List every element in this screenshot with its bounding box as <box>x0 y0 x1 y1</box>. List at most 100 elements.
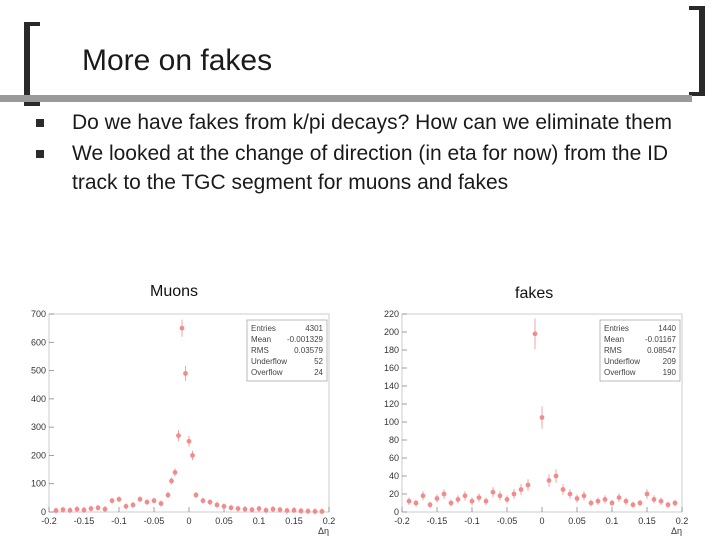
data-point <box>539 415 545 420</box>
data-point <box>284 508 290 513</box>
data-point <box>518 487 524 492</box>
y-tick-label: 500 <box>31 366 46 376</box>
stats-value: -0.001329 <box>287 335 324 344</box>
bullet-item: We looked at the change of direction (in… <box>36 139 706 197</box>
stats-label: Entries <box>251 324 276 333</box>
x-tick-label: 0.2 <box>676 516 689 526</box>
x-tick-label: -0.15 <box>74 516 95 526</box>
data-point <box>497 493 503 499</box>
x-tick-label: 0.05 <box>215 516 233 526</box>
data-point <box>158 501 164 506</box>
data-point <box>616 495 622 500</box>
data-point <box>214 502 220 508</box>
data-point <box>60 507 66 513</box>
data-point <box>190 453 195 458</box>
data-point <box>319 509 325 514</box>
y-tick-label: 0 <box>41 507 46 517</box>
square-bullet-icon <box>36 119 44 127</box>
data-point <box>567 491 573 497</box>
stats-label: Underflow <box>251 357 287 366</box>
data-point <box>179 325 185 331</box>
data-point <box>602 497 608 502</box>
data-point <box>249 507 255 513</box>
stats-value: 0.03579 <box>294 346 323 355</box>
stats-label: Overflow <box>604 368 636 377</box>
data-point <box>169 478 174 484</box>
data-point <box>116 496 122 502</box>
data-point <box>67 507 73 513</box>
stats-label: Mean <box>251 335 271 344</box>
stats-value: 1440 <box>658 324 676 333</box>
fakes-histogram: 0 20 40 60 80 100 120 140 160 180 200 220 -0.2 -0.15 -… <box>384 309 689 536</box>
data-point <box>525 482 531 488</box>
data-point <box>609 500 615 506</box>
data-point <box>658 498 664 504</box>
bullet-text: We looked at the change of direction (in… <box>72 142 669 194</box>
data-point <box>532 331 538 337</box>
y-tick-label: 400 <box>31 394 46 404</box>
data-point <box>81 507 87 513</box>
bullet-text: Do we have fakes from k/pi decays? How c… <box>72 111 672 134</box>
stats-value: 52 <box>314 357 323 366</box>
x-tick-label: 0 <box>539 516 544 526</box>
y-tick-label: 700 <box>31 309 46 319</box>
bullet-item: Do we have fakes from k/pi decays? How c… <box>36 108 706 137</box>
y-tick-label: 0 <box>394 507 399 517</box>
data-point <box>637 500 643 506</box>
data-point <box>574 496 580 501</box>
stats-value: -0.01167 <box>645 335 677 344</box>
data-point <box>630 502 636 508</box>
y-tick-label: 100 <box>31 479 46 489</box>
y-tick-label: 120 <box>384 399 399 409</box>
data-point <box>53 508 59 513</box>
data-point <box>672 500 678 506</box>
data-point <box>476 495 482 500</box>
data-point <box>441 491 447 497</box>
muons-histogram: 0 100 200 300 400 500 600 700 -0.2 -0.15 -0.1 -0.05… <box>31 309 335 536</box>
data-point <box>235 506 241 512</box>
data-point <box>665 502 671 508</box>
data-point <box>504 497 510 502</box>
data-point <box>186 438 192 444</box>
data-point <box>595 498 601 504</box>
data-point <box>144 499 150 505</box>
stats-box <box>246 319 328 382</box>
stats-value: 4301 <box>305 324 323 333</box>
data-point <box>176 433 181 439</box>
y-tick-label: 80 <box>389 435 399 445</box>
data-point <box>623 498 629 504</box>
stats-label: Mean <box>604 335 624 344</box>
x-tick-label: 0 <box>186 516 191 526</box>
stats-label: RMS <box>604 346 622 355</box>
data-point <box>200 498 206 504</box>
data-point <box>434 496 440 501</box>
data-point <box>74 506 80 512</box>
stats-value: 24 <box>314 368 323 377</box>
data-point <box>130 502 136 508</box>
data-point <box>88 506 94 512</box>
data-point <box>183 371 188 376</box>
data-point <box>462 493 468 499</box>
x-tick-label: 0.05 <box>568 516 586 526</box>
data-point <box>228 505 234 511</box>
left-bracket-decoration <box>24 22 40 106</box>
y-tick-label: 200 <box>31 450 46 460</box>
data-point <box>95 505 101 511</box>
data-point <box>109 498 115 504</box>
y-tick-label: 200 <box>384 327 399 337</box>
y-tick-label: 140 <box>384 381 399 391</box>
data-point <box>277 507 283 513</box>
stats-label: Overflow <box>251 368 283 377</box>
data-point <box>193 492 199 498</box>
x-tick-label: 0.1 <box>253 516 266 526</box>
data-point <box>151 498 157 504</box>
data-point <box>511 491 517 497</box>
data-point <box>256 506 262 512</box>
data-point <box>242 506 248 512</box>
data-point <box>137 496 143 502</box>
x-tick-label: -0.2 <box>394 516 410 526</box>
stats-value: 209 <box>663 357 677 366</box>
x-tick-label: 0.15 <box>285 516 303 526</box>
x-tick-label: -0.15 <box>427 516 448 526</box>
data-point <box>172 470 178 475</box>
